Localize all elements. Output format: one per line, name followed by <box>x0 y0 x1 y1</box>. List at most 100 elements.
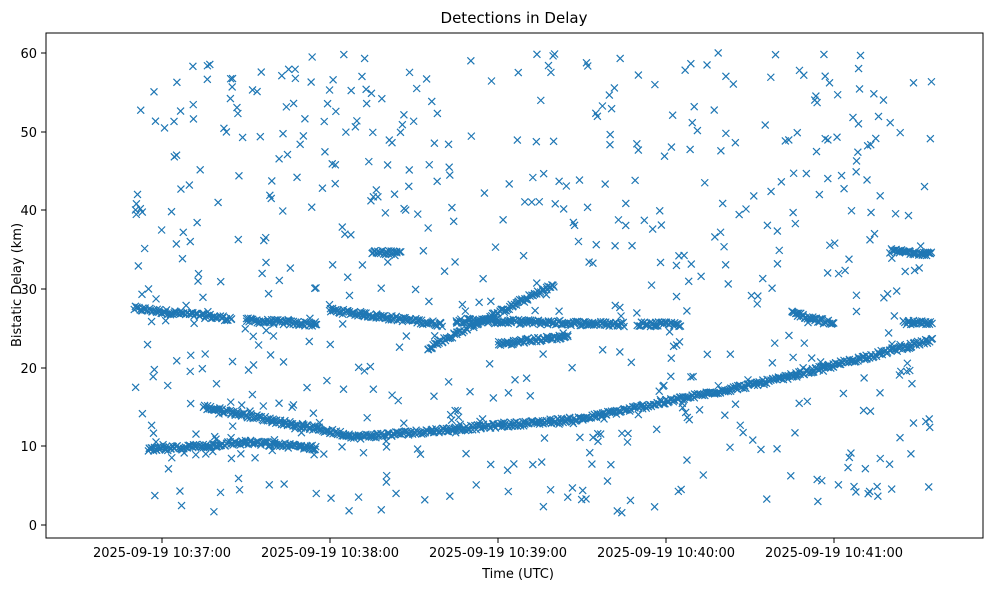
data-point <box>876 388 884 397</box>
data-point <box>152 294 160 303</box>
data-point <box>901 267 910 276</box>
data-point <box>909 78 918 87</box>
data-point <box>874 112 883 121</box>
data-point <box>598 345 607 354</box>
data-point <box>635 322 644 330</box>
data-point <box>921 417 930 426</box>
data-point <box>424 224 433 232</box>
data-point <box>323 99 332 108</box>
data-point <box>149 372 158 381</box>
data-point <box>720 411 729 420</box>
data-point <box>312 489 321 498</box>
data-point <box>338 319 347 328</box>
data-point <box>203 75 212 84</box>
data-point <box>509 340 517 349</box>
data-point <box>376 311 385 320</box>
data-point <box>623 438 632 446</box>
data-point <box>475 298 484 307</box>
data-point <box>234 474 243 483</box>
data-point <box>804 318 812 327</box>
data-point <box>908 379 916 388</box>
data-point <box>382 437 391 446</box>
data-point <box>851 488 860 496</box>
data-point <box>896 128 905 137</box>
data-point <box>613 506 622 515</box>
data-point <box>747 291 756 300</box>
data-point <box>551 199 560 208</box>
data-point <box>305 314 314 323</box>
data-point <box>840 184 848 193</box>
data-point <box>564 319 573 327</box>
data-point <box>729 80 738 88</box>
data-point <box>258 269 267 278</box>
data-point <box>328 159 337 168</box>
data-point <box>489 393 498 402</box>
data-point <box>665 327 674 336</box>
data-point <box>265 480 274 489</box>
data-point <box>611 241 620 250</box>
data-point <box>519 251 528 260</box>
data-point <box>290 424 299 433</box>
data-point <box>535 197 544 206</box>
data-point <box>289 440 298 449</box>
data-point <box>208 447 217 456</box>
data-point <box>925 320 934 329</box>
data-point <box>749 192 758 200</box>
data-point <box>687 260 696 268</box>
data-point <box>472 480 481 489</box>
data-point <box>852 167 861 176</box>
data-point <box>212 435 220 444</box>
data-point <box>134 262 143 270</box>
data-point <box>771 50 780 59</box>
data-point <box>869 89 878 98</box>
data-point <box>296 320 305 329</box>
y-tick-label: 60 <box>20 47 37 62</box>
data-point <box>789 169 798 178</box>
data-point <box>362 99 371 108</box>
data-point <box>761 121 770 129</box>
data-point <box>253 87 262 96</box>
data-point <box>526 292 535 300</box>
data-point <box>138 409 147 418</box>
data-point <box>627 358 636 367</box>
data-point <box>896 433 904 442</box>
data-point <box>325 300 334 309</box>
data-point <box>925 415 934 423</box>
data-point <box>430 139 439 148</box>
data-point <box>399 110 408 119</box>
data-point <box>611 301 620 310</box>
data-point <box>499 215 508 224</box>
plot-frame <box>45 32 984 539</box>
data-point <box>834 269 843 278</box>
data-point <box>267 177 276 185</box>
data-point <box>307 78 316 86</box>
data-point <box>492 315 501 324</box>
data-point <box>279 129 287 138</box>
data-point <box>598 102 607 110</box>
data-point <box>731 400 740 409</box>
data-point <box>757 445 765 454</box>
data-point <box>226 398 235 407</box>
data-point <box>825 241 834 250</box>
data-point <box>248 86 257 94</box>
data-point <box>179 228 188 237</box>
data-point <box>768 358 777 367</box>
data-point <box>583 203 592 212</box>
data-point <box>615 303 624 312</box>
data-point <box>683 456 691 464</box>
data-point <box>283 150 292 159</box>
data-point <box>845 255 853 264</box>
data-point <box>445 492 454 501</box>
data-point <box>733 381 742 390</box>
data-point <box>672 292 681 301</box>
data-point <box>303 383 311 392</box>
data-point <box>526 391 535 400</box>
data-point <box>480 189 489 197</box>
data-point <box>237 410 246 419</box>
data-point <box>454 413 463 422</box>
data-point <box>476 417 484 426</box>
data-point <box>569 419 578 428</box>
data-point <box>785 331 793 340</box>
data-point <box>147 421 156 430</box>
data-point <box>159 440 167 449</box>
